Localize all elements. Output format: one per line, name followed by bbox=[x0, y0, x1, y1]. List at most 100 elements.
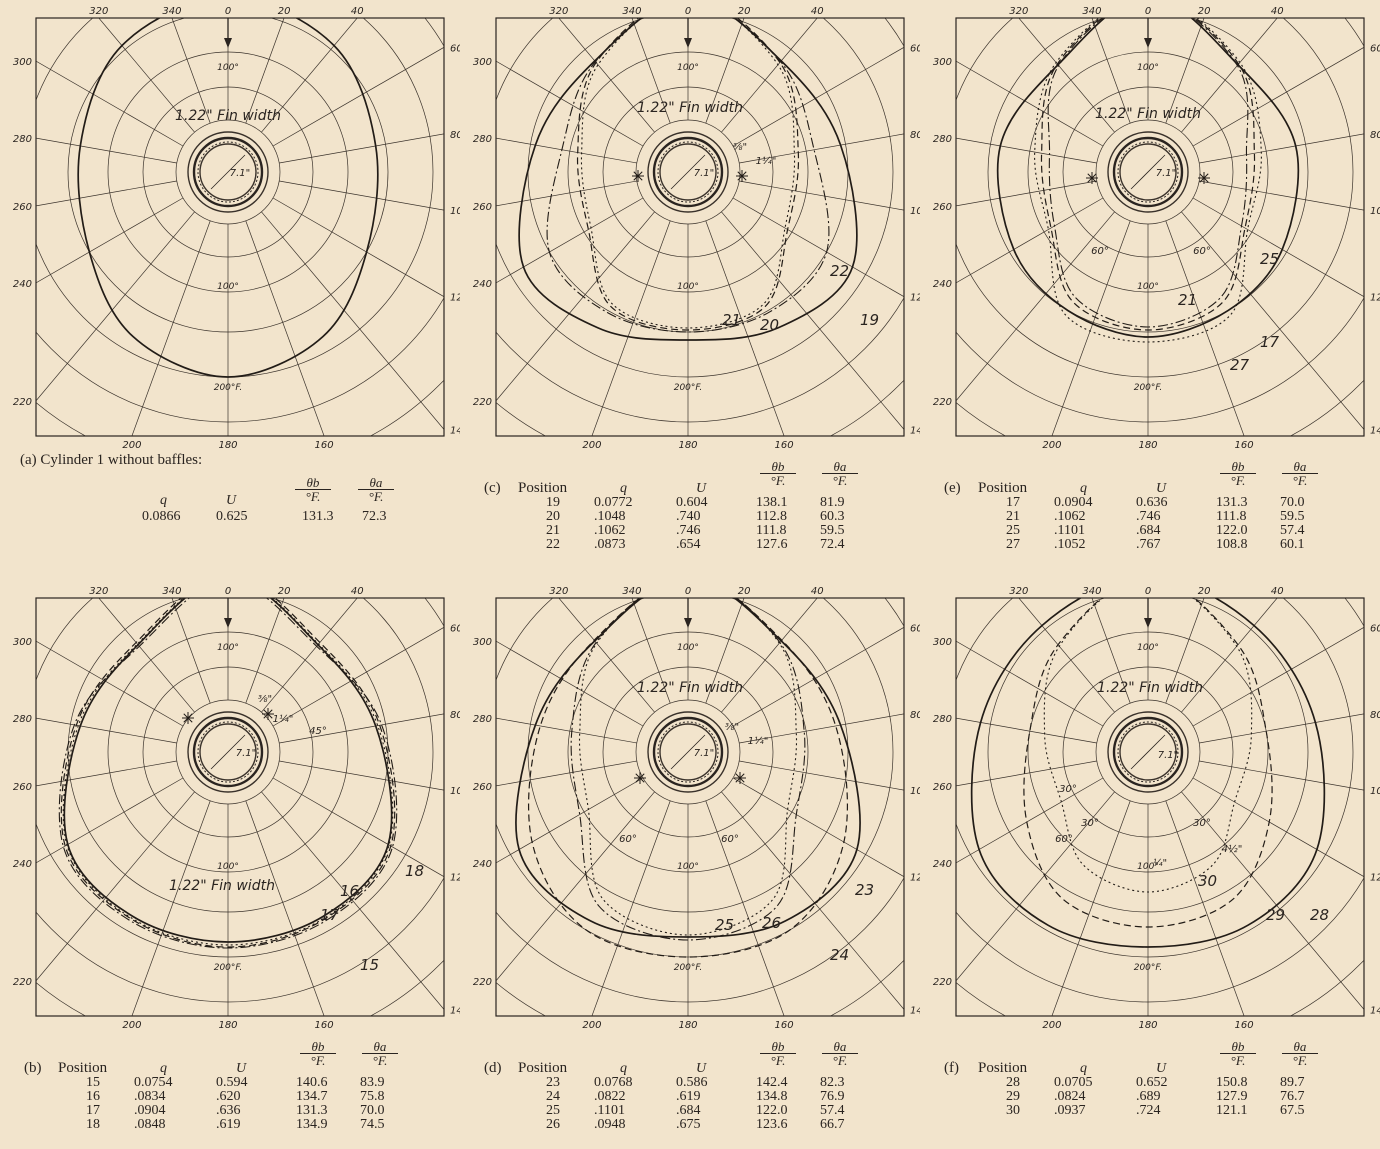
fraction-numerator: θa bbox=[822, 460, 858, 474]
cell-u: .636 bbox=[216, 1103, 241, 1118]
radial-label-outer: 200°F. bbox=[1134, 383, 1163, 393]
cell-q: .0822 bbox=[594, 1089, 626, 1104]
polar-grid bbox=[496, 18, 904, 436]
grid-spoke bbox=[272, 46, 444, 147]
grid-ring bbox=[1107, 131, 1189, 213]
fraction-denominator: °F. bbox=[770, 1053, 786, 1068]
cylinder-bore bbox=[1117, 141, 1179, 203]
temperature-curve-29 bbox=[1023, 598, 1273, 928]
angle-tick-label: 140 bbox=[1370, 425, 1380, 436]
cell-theta-b: 134.7 bbox=[296, 1089, 328, 1104]
grid-spoke bbox=[496, 791, 655, 982]
angle-tick-label: 180 bbox=[218, 440, 237, 450]
cell-u: .684 bbox=[676, 1103, 701, 1118]
grid-spoke bbox=[279, 713, 444, 744]
radial-label-outer: 200°F. bbox=[214, 383, 243, 393]
diameter-line bbox=[210, 734, 246, 770]
cell-theta-b: 123.6 bbox=[756, 1117, 788, 1132]
angle-tick-label: 240 bbox=[13, 859, 32, 870]
cell-u: .675 bbox=[676, 1117, 701, 1132]
fraction-numerator: θa bbox=[1282, 460, 1318, 474]
grid-spoke bbox=[496, 60, 644, 147]
position-header: Position bbox=[978, 1060, 1028, 1076]
cell-q: .1062 bbox=[1054, 509, 1086, 524]
grid-spoke bbox=[956, 640, 1104, 727]
annotation-label: 1.22" Fin width bbox=[175, 108, 281, 124]
angle-tick-label: 0 bbox=[1145, 586, 1151, 597]
angle-tick-label: 340 bbox=[162, 6, 181, 17]
panel-e: 0 20 40 60 80 100 120 140 160 180 200 220 240 260 280 3… bbox=[920, 0, 1380, 569]
plot-frame bbox=[955, 597, 1365, 1017]
column-header-fraction: θb °F. bbox=[760, 460, 796, 487]
grid-spoke bbox=[36, 211, 195, 402]
grid-spoke bbox=[36, 137, 177, 164]
angle-tick-label: 340 bbox=[622, 6, 641, 17]
grid-spoke bbox=[496, 211, 655, 402]
cell-theta-a: 70.0 bbox=[360, 1103, 385, 1118]
angle-tick-label: 260 bbox=[13, 202, 32, 213]
angle-tick-label: 300 bbox=[473, 57, 492, 68]
cell-u: 0.625 bbox=[216, 509, 248, 524]
cell-u: .620 bbox=[216, 1089, 241, 1104]
grid-spoke bbox=[1018, 18, 1115, 133]
cell-theta-b: 134.8 bbox=[756, 1089, 788, 1104]
angle-tick-label: 200 bbox=[122, 1020, 141, 1030]
radial-label-outer: 200°F. bbox=[674, 963, 703, 973]
angle-tick-label: 20 bbox=[738, 6, 751, 17]
grid-spoke bbox=[245, 18, 285, 124]
cell-theta-b: 142.4 bbox=[756, 1075, 788, 1090]
angle-tick-label: 200 bbox=[1042, 1020, 1061, 1030]
curve-label: 25 bbox=[715, 916, 734, 934]
angle-tick-label: 280 bbox=[933, 134, 952, 145]
annotation-label: 7.1" bbox=[694, 748, 715, 759]
grid-spoke bbox=[496, 640, 644, 727]
plot-frame bbox=[495, 597, 905, 1017]
angle-tick-label: 40 bbox=[351, 586, 364, 597]
cell-theta-b: 111.8 bbox=[1216, 509, 1247, 524]
grid-spoke bbox=[1091, 18, 1131, 124]
arrow-head-icon bbox=[684, 38, 692, 48]
cell-q: .0904 bbox=[134, 1103, 166, 1118]
cell-position: 15 bbox=[86, 1075, 100, 1090]
fraction-numerator: θa bbox=[822, 1040, 858, 1054]
angle-tick-label: 300 bbox=[13, 57, 32, 68]
position-header: Position bbox=[518, 1060, 568, 1076]
column-header-fraction: θb °F. bbox=[760, 1040, 796, 1067]
cell-theta-a: 74.5 bbox=[360, 1117, 385, 1132]
curve-label: 15 bbox=[360, 956, 379, 974]
cell-theta-a: 75.8 bbox=[360, 1089, 385, 1104]
grid-spoke bbox=[732, 626, 904, 727]
angle-tick-label: 260 bbox=[473, 202, 492, 213]
cell-theta-b: 134.9 bbox=[296, 1117, 328, 1132]
fraction-numerator: θb bbox=[1220, 460, 1256, 474]
column-header-u: U bbox=[1156, 1061, 1167, 1076]
thermocouple-marker bbox=[734, 772, 746, 784]
grid-spoke bbox=[496, 180, 637, 207]
angle-tick-label: 0 bbox=[225, 6, 231, 17]
cylinder-bore bbox=[657, 721, 719, 783]
cell-u: .740 bbox=[676, 509, 701, 524]
grid-spoke bbox=[36, 60, 184, 147]
column-header-u: U bbox=[1156, 481, 1167, 496]
cell-theta-a: 89.7 bbox=[1280, 1075, 1305, 1090]
column-header-q: q bbox=[1080, 1061, 1087, 1076]
temperature-curve-15 bbox=[63, 598, 393, 943]
grid-ring bbox=[659, 143, 717, 201]
grid-spoke bbox=[36, 180, 177, 207]
curve-label: 27 bbox=[1230, 356, 1250, 374]
grid-spoke bbox=[279, 760, 444, 791]
fraction-numerator: θa bbox=[1282, 1040, 1318, 1054]
grid-spoke bbox=[732, 197, 904, 298]
grid-spoke bbox=[1051, 800, 1131, 1016]
cylinder-barrel bbox=[192, 136, 264, 208]
fraction-numerator: θa bbox=[358, 476, 394, 490]
polar-grid bbox=[496, 598, 904, 1016]
cell-theta-b: 111.8 bbox=[756, 523, 787, 538]
angle-tick-label: 40 bbox=[811, 6, 824, 17]
angle-tick-label: 0 bbox=[1145, 6, 1151, 17]
grid-spoke bbox=[705, 18, 745, 124]
cell-position: 21 bbox=[1006, 509, 1020, 524]
annotation-label: 1.22" Fin width bbox=[169, 878, 275, 894]
